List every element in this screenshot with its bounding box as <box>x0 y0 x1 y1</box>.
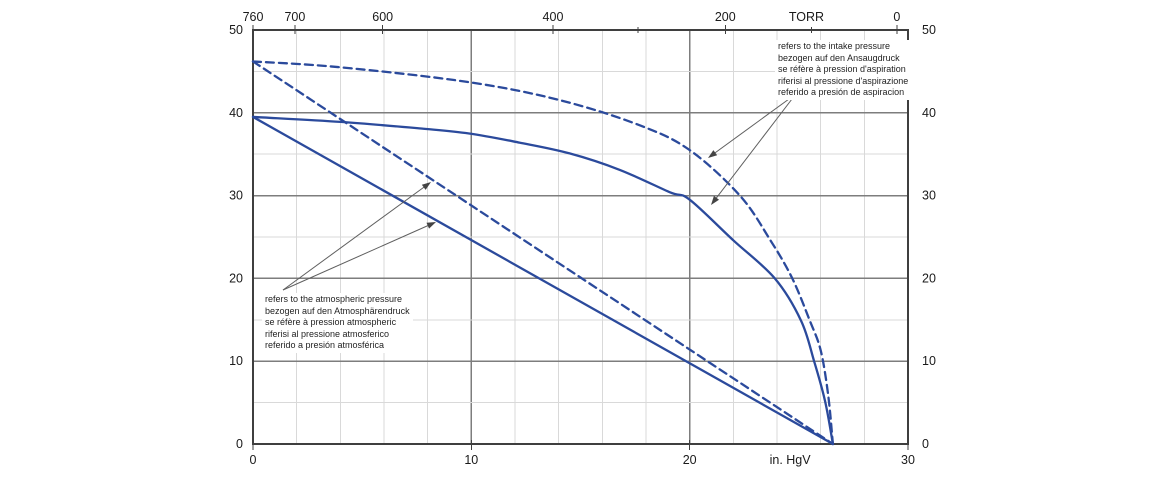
curve-solid <box>251 115 835 446</box>
y-axis-tick-label-left: 30 <box>229 189 243 203</box>
bottom-axis-tick-label: 30 <box>901 453 915 467</box>
annotation-arrowhead <box>426 222 436 229</box>
annotation-line: refers to the intake pressure <box>778 41 891 51</box>
bottom-axis-tick-label: 10 <box>464 453 478 467</box>
bottom-axis-tick-label: 0 <box>250 453 257 467</box>
annotation-arrowhead <box>421 182 431 190</box>
plot-border <box>252 29 909 445</box>
y-axis-tick-label-left: 0 <box>236 437 243 451</box>
y-axis-tick-label-right: 40 <box>922 106 936 120</box>
y-axis-tick-label-right: 10 <box>922 354 936 368</box>
annotation-arrowhead <box>708 150 718 158</box>
top-axis-tick-label: 200 <box>715 10 736 24</box>
annotation-line: bezogen auf den Ansaugdruck <box>778 52 900 63</box>
annotation-line: refers to the atmospheric pressure <box>265 294 403 304</box>
annotation-line: riferisi al pressione d'aspirazione <box>778 75 909 86</box>
annotation-intake-pressure: refers to the intake pressure bezogen au… <box>775 40 912 100</box>
y-axis-tick-label-left: 50 <box>229 23 243 37</box>
y-axis-tick-label-left: 20 <box>229 271 243 285</box>
y-axis-tick-label-right: 0 <box>922 437 929 451</box>
bottom-axis-unit-label: in. HgV <box>770 453 812 467</box>
annotation-leader-line <box>282 223 433 291</box>
top-axis-tick-label: 400 <box>543 10 564 24</box>
y-axis-tick-label-left: 10 <box>229 354 243 368</box>
annotation-arrowhead <box>711 195 720 205</box>
annotation-line: referido a presión de aspiracion <box>778 87 905 97</box>
curve-dashed <box>251 60 835 446</box>
curve-dashed <box>251 60 835 446</box>
y-axis-tick-label-right: 20 <box>922 271 936 285</box>
annotation-line: se réfère à pression atmospheric <box>265 317 397 327</box>
top-axis-unit-label: TORR <box>789 10 824 24</box>
bottom-axis-tick-label: 20 <box>683 453 697 467</box>
y-axis-tick-label-left: 40 <box>229 106 243 120</box>
annotation-line: se réfère à pression d'aspiration <box>778 64 906 74</box>
top-axis-tick-label: 760 <box>243 10 264 24</box>
annotation-line: riferisi al pressione atmosferico <box>265 328 390 339</box>
y-axis-tick-label-right: 50 <box>922 23 936 37</box>
annotation-leader-line <box>713 98 793 203</box>
annotation-line: referido a presión atmosférica <box>265 340 385 350</box>
top-axis-tick-label: 700 <box>284 10 305 24</box>
annotation-line: bezogen auf den Atmosphärendruck <box>265 305 410 316</box>
curve-solid <box>251 115 835 446</box>
annotation-leader-line <box>282 183 429 291</box>
y-axis-tick-label-right: 30 <box>922 189 936 203</box>
annotation-atmospheric-pressure: refers to the atmospheric pressure bezog… <box>262 293 413 353</box>
top-axis-tick-label: 600 <box>372 10 393 24</box>
annotation-leader-line <box>710 98 790 157</box>
top-axis-tick-label: 0 <box>893 10 900 24</box>
